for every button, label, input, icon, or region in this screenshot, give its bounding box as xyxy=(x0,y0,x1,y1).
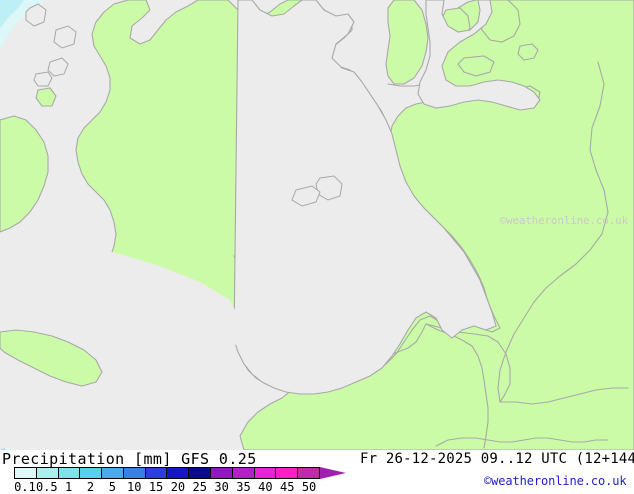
isle-mull xyxy=(47,57,69,77)
colorbar-swatch xyxy=(36,468,59,478)
water-wadden xyxy=(291,185,321,207)
colorbar-tick-label: 5 xyxy=(108,480,116,494)
colorbar-swatch xyxy=(123,468,146,478)
colorbar-container[interactable]: 0.1 0.5 1 2 5 10 15 20 25 30 35 40 45 50 xyxy=(14,467,346,494)
landmass-lolland xyxy=(457,55,495,77)
colorbar-tick-label: 20 xyxy=(170,480,186,494)
colorbar-tick-labels: 0.1 0.5 1 2 5 10 15 20 25 30 35 40 45 50 xyxy=(0,480,346,494)
colorbar-swatch xyxy=(298,468,319,478)
copyright-notice: ©weatheronline.co.uk xyxy=(484,474,627,488)
landmass-jutland xyxy=(385,0,429,85)
forecast-run-info: Fr 26-12-2025 09..12 UTC (12+144) xyxy=(360,451,634,467)
colorbar-swatch xyxy=(232,468,255,478)
sea-channel-biscay xyxy=(0,238,240,450)
landmass-isle-of-man xyxy=(35,87,57,107)
border-germany-czech xyxy=(497,233,603,403)
map-canvas[interactable] xyxy=(0,0,634,450)
colorbar-swatch xyxy=(211,468,233,478)
colorbar-tick-label: 0.1 xyxy=(14,480,36,494)
precipitation-colorbar[interactable] xyxy=(14,467,320,479)
colorbar-swatch xyxy=(276,468,299,478)
colorbar-overflow-arrow-icon xyxy=(320,467,346,479)
isle-outer-hebrides xyxy=(25,3,47,27)
colorbar-tick-label: 10 xyxy=(126,480,142,494)
colorbar-swatch xyxy=(254,468,277,478)
landmass-ireland xyxy=(0,115,49,233)
legend-bar: Precipitation [mm] GFS 0.25 Fr 26-12-202… xyxy=(0,450,634,494)
colorbar-swatch xyxy=(15,468,37,478)
landmass-scottish-isles xyxy=(25,3,77,87)
sea-north-sea-body xyxy=(233,0,497,395)
colorbar-tick-label: 15 xyxy=(148,480,164,494)
map-final xyxy=(0,0,634,450)
colorbar-tick-label: 2 xyxy=(86,480,95,494)
colorbar-tick-label: 45 xyxy=(279,480,295,494)
colorbar-tick-label: 25 xyxy=(192,480,208,494)
border-france-spain-pyrenees xyxy=(435,437,609,447)
colorbar-tick-label: 40 xyxy=(258,480,273,494)
colorbar-tick-label: 1 xyxy=(65,480,73,494)
colorbar-tick-label: 0.5 xyxy=(35,480,58,494)
colorbar-swatch xyxy=(189,468,212,478)
border-germany-austria xyxy=(499,387,629,405)
water-ijsselmeer xyxy=(315,175,343,201)
colorbar-swatch xyxy=(80,468,103,478)
border-germany-poland xyxy=(589,61,609,235)
sea-cutouts xyxy=(0,0,541,450)
colorbar-swatch xyxy=(145,468,168,478)
colorbar-tick-label: 35 xyxy=(236,480,251,494)
land-brittany xyxy=(0,329,103,387)
isle-islay xyxy=(33,71,53,87)
legend-title: Precipitation [mm] GFS 0.25 xyxy=(2,450,257,468)
colorbar-swatch xyxy=(102,468,124,478)
colorbar-tick-label: 50 xyxy=(301,480,317,494)
colorbar-tick-label: 30 xyxy=(214,480,229,494)
inland-waters xyxy=(291,175,343,207)
sea-kattegat xyxy=(417,0,541,111)
colorbar-swatch xyxy=(58,468,81,478)
landmass-island-small xyxy=(517,43,539,61)
precipitation-map[interactable]: ©weatheronline.co.uk xyxy=(0,0,634,450)
precip-patch-nw-core xyxy=(0,0,24,28)
isle-skye xyxy=(53,25,77,49)
colorbar-swatch xyxy=(167,468,190,478)
